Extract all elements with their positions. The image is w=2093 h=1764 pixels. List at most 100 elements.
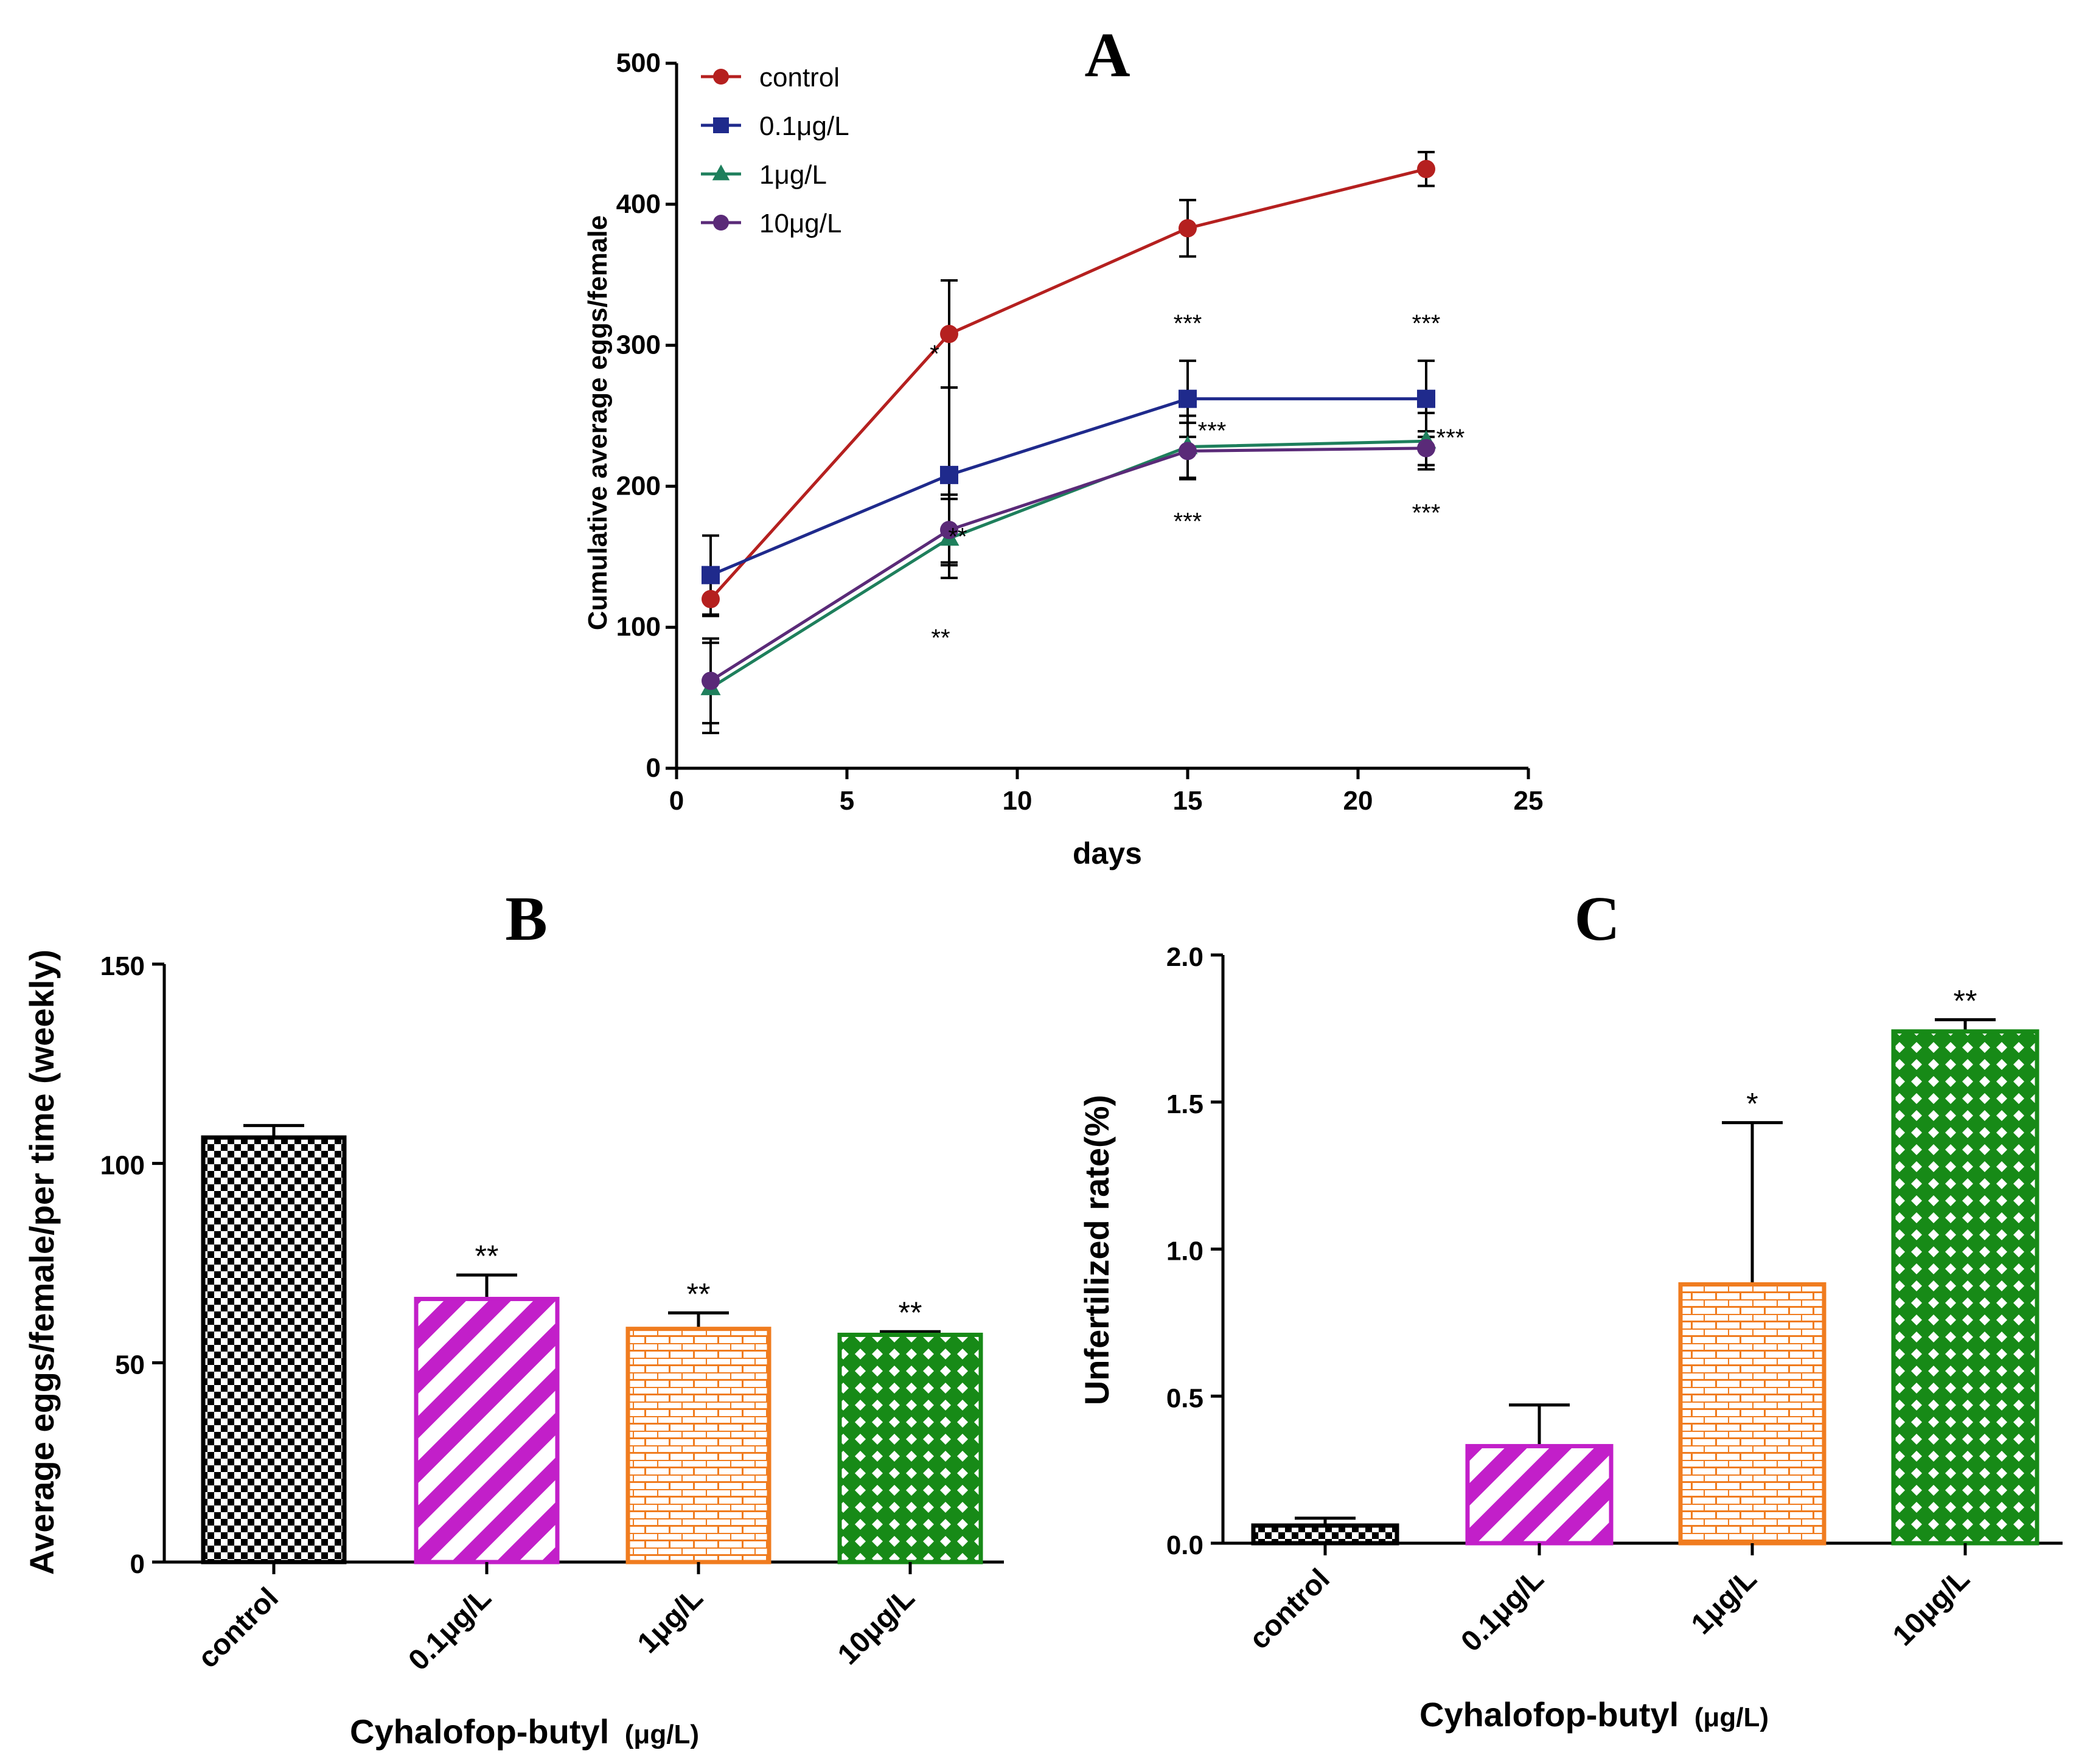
panel-b-x-label-unit: (μg/L) — [625, 1720, 699, 1749]
panel-a-line-chart: A 0 100 200 300 400 500 0 5 10 15 20 25 days Cumul… — [583, 20, 1543, 870]
panel-c-category-label: 0.1μg/L — [1455, 1563, 1550, 1658]
panel-c-title: C — [1574, 884, 1620, 954]
panel-a-title: A — [1084, 20, 1130, 90]
panel-b-category-label: 10μg/L — [832, 1582, 921, 1671]
panel-b-y-tick-label: 0 — [130, 1549, 145, 1579]
panel-b-category-label: control — [192, 1582, 284, 1674]
panel-a-data-point — [1417, 159, 1435, 178]
panel-b-significance-label: ** — [899, 1296, 922, 1330]
panel-a-significance-label: *** — [1174, 508, 1202, 535]
panel-a-series: **** ******** ******** *** — [700, 151, 1465, 735]
panel-b-y-tick-label: 100 — [100, 1151, 145, 1181]
panel-a-significance-label: *** — [1437, 425, 1465, 451]
panel-b-bar — [201, 1135, 347, 1564]
panel-a-y-ticks: 0 100 200 300 400 500 — [616, 48, 677, 783]
panel-c-y-tick-label: 2.0 — [1166, 942, 1203, 972]
panel-b-x-label-main: Cyhalofop-butyl — [350, 1712, 609, 1751]
panel-a-series-line — [709, 167, 1427, 600]
panel-a-data-point — [1417, 439, 1435, 457]
panel-b-bar — [625, 1327, 771, 1564]
panel-b-bar-chart: B 0 50 100 150 ** ** ** control 0.1μg/L 1μg/L 10… — [23, 884, 1004, 1751]
panel-a-data-point — [702, 589, 720, 608]
panel-a-y-tick-label: 400 — [616, 189, 661, 219]
panel-a-x-tick-label: 0 — [669, 786, 684, 816]
panel-a-significance-label: *** — [1174, 310, 1202, 337]
panel-a-y-tick-label: 500 — [616, 48, 661, 78]
panel-b-y-tick-label: 50 — [115, 1350, 145, 1380]
panel-a-legend-label: control — [759, 63, 840, 92]
panel-a-legend-marker — [713, 69, 729, 85]
panel-b-y-ticks: 0 50 100 150 — [100, 951, 164, 1579]
panel-a-significance-label: *** — [1198, 417, 1227, 444]
panel-a-legend-marker — [713, 117, 729, 133]
panel-a-y-tick-label: 100 — [616, 612, 661, 642]
panel-a-x-tick-label: 5 — [840, 786, 854, 816]
panel-b-significance-label: ** — [687, 1277, 711, 1311]
panel-b-y-tick-label: 150 — [100, 951, 145, 981]
panel-a-significance-label: ** — [948, 523, 967, 550]
panel-c-y-tick-label: 1.5 — [1166, 1089, 1203, 1119]
panel-c-bar — [1678, 1282, 1827, 1546]
panel-c-x-label-main: Cyhalofop-butyl — [1419, 1695, 1679, 1734]
panel-a-y-label: Cumulative average eggs/female — [583, 215, 613, 630]
panel-b-y-label: Average eggs/female/per time (weekly) — [23, 950, 61, 1575]
panel-a-significance-label: *** — [1412, 310, 1441, 337]
panel-b-bar — [837, 1332, 983, 1564]
panel-a-y-tick-label: 0 — [646, 753, 661, 783]
panel-a-x-tick-label: 15 — [1173, 786, 1203, 816]
panel-a-significance-label: ** — [931, 625, 950, 651]
panel-b-category-label: 0.1μg/L — [402, 1582, 497, 1676]
panel-c-y-tick-label: 0.0 — [1166, 1530, 1203, 1560]
panel-a-series-line — [710, 397, 1426, 577]
panel-c-x-label-unit: (μg/L) — [1694, 1703, 1769, 1732]
panel-a-x-tick-label: 20 — [1343, 786, 1373, 816]
panel-a-x-label: days — [1073, 836, 1142, 870]
panel-a-data-point — [702, 672, 720, 690]
panel-c-bar-chart: C 0.00.51.01.52.0 *** control 0.1μg/L 1μg/… — [1078, 884, 2063, 1734]
panel-c-significance-label: * — [1746, 1087, 1758, 1121]
panel-a-series-line — [709, 446, 1427, 682]
panel-a-x-tick-label: 25 — [1514, 786, 1544, 816]
panel-b-bar — [414, 1296, 560, 1564]
panel-a-data-point — [1417, 389, 1435, 408]
panel-b-significance-label: ** — [475, 1239, 499, 1273]
panel-a-legend-label: 0.1μg/L — [759, 111, 849, 141]
panel-a-legend-label: 1μg/L — [759, 160, 827, 190]
panel-c-y-label: Unfertilized rate(%) — [1078, 1095, 1116, 1405]
panel-c-bars: *** — [1251, 984, 2039, 1546]
panel-a-legend: control 0.1μg/L 1μg/L 10μg/L — [701, 63, 849, 238]
panel-c-bar — [1465, 1443, 1614, 1546]
panel-b-categories: control 0.1μg/L 1μg/L 10μg/L — [192, 1562, 921, 1677]
panel-a-y-tick-label: 200 — [616, 471, 661, 501]
panel-a-data-point — [940, 465, 958, 484]
panel-a-data-point — [940, 325, 958, 344]
panel-a-y-tick-label: 300 — [616, 330, 661, 360]
panel-c-y-ticks: 0.0 0.5 1.0 1.5 2.0 — [1166, 942, 1223, 1560]
panel-c-y-tick-label: 0.5 — [1166, 1383, 1203, 1413]
panel-b-title: B — [505, 884, 547, 954]
panel-a-data-point — [1179, 389, 1197, 408]
panel-a-significance-label: *** — [1412, 500, 1441, 527]
panel-c-bar — [1251, 1523, 1399, 1546]
panel-c-category-label: 10μg/L — [1887, 1563, 1976, 1652]
panel-b-category-label: 1μg/L — [632, 1582, 709, 1659]
panel-c-x-label: Cyhalofop-butyl (μg/L) — [1419, 1695, 1769, 1734]
panel-c-y-tick-label: 1.0 — [1166, 1237, 1203, 1266]
panel-a-data-point — [1179, 219, 1197, 238]
panel-a-data-point — [940, 521, 958, 540]
panel-c-category-label: control — [1243, 1563, 1336, 1655]
panel-a-data-point — [1179, 442, 1197, 460]
panel-a-significance-label: * — [930, 341, 939, 367]
panel-c-bar — [1891, 1029, 2039, 1546]
panel-a-series-line — [709, 439, 1427, 689]
panel-a-x-ticks: 0 5 10 15 20 25 — [669, 768, 1544, 816]
panel-a-legend-marker — [713, 215, 729, 231]
panel-a-data-point — [702, 566, 720, 585]
panel-c-category-label: 1μg/L — [1685, 1563, 1763, 1641]
panel-b-bars: ** ** ** — [201, 1123, 983, 1564]
panel-c-categories: control 0.1μg/L 1μg/L 10μg/L — [1243, 1543, 1976, 1658]
panel-a-legend-label: 10μg/L — [759, 209, 841, 238]
panel-a-legend-marker — [712, 164, 730, 181]
panel-c-significance-label: ** — [1954, 984, 1977, 1018]
